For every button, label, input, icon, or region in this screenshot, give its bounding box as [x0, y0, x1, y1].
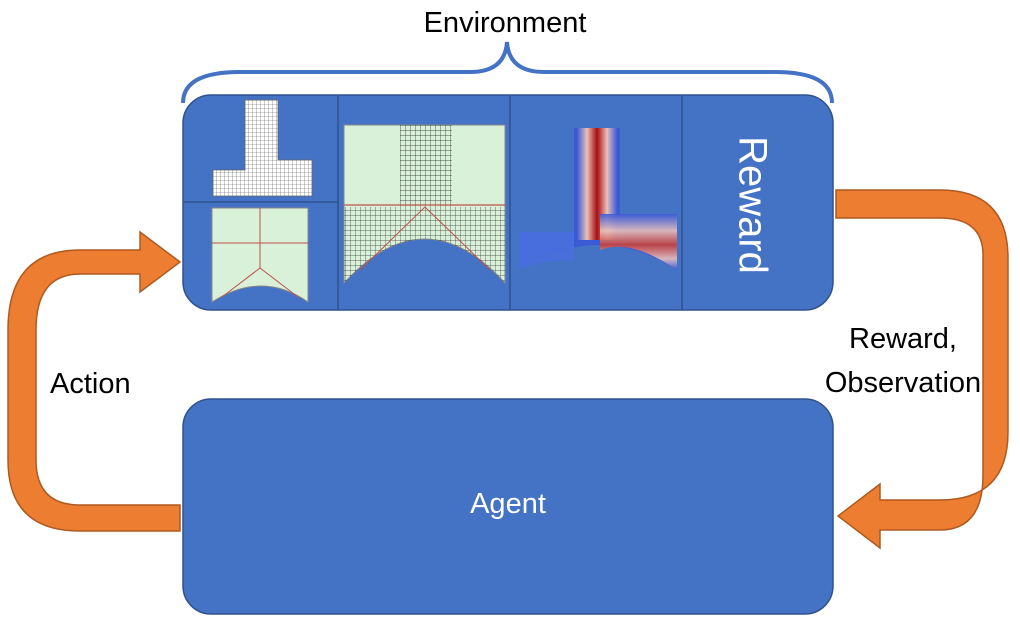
agent-label: Agent	[470, 488, 546, 520]
reward-observation-label: Reward, Observation	[822, 318, 984, 405]
reward-panel-label: Reward	[730, 136, 775, 274]
reward-observation-arrow	[835, 189, 1009, 550]
environment-brace	[181, 41, 834, 104]
refined-mesh-panel	[343, 124, 506, 285]
block-topology-panel	[211, 207, 309, 303]
reward-observation-line2: Observation	[824, 366, 982, 399]
t-junction-mesh-panel	[212, 99, 313, 197]
agent-box	[182, 398, 834, 615]
flow-field-panel	[519, 128, 677, 270]
action-arrow	[7, 230, 182, 532]
action-label: Action	[50, 368, 131, 400]
reward-observation-line1: Reward,	[849, 323, 957, 355]
environment-title: Environment	[423, 7, 587, 39]
